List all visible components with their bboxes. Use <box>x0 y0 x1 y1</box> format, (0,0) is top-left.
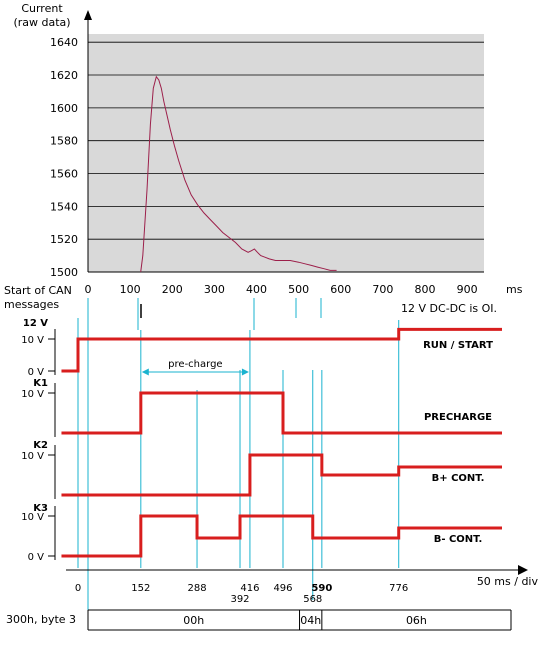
chart-projection-lines <box>87 298 322 330</box>
x-tick-label: 100 <box>120 283 141 296</box>
signal-tick-high: 10 V <box>21 389 44 400</box>
x-tick-label: 700 <box>372 283 393 296</box>
y-tick-labels: 1500 1520 1540 1560 1580 1600 1620 1640 <box>50 36 78 279</box>
time-scale-label: 50 ms / div <box>477 575 539 588</box>
y-tick-label: 1600 <box>50 102 78 115</box>
signal-name: RUN / START <box>423 340 493 351</box>
y-tick-label: 1520 <box>50 233 78 246</box>
timing-diagram: Start of CAN messages 12 V DC-DC is OI. … <box>4 284 539 631</box>
precharge-arrow-left <box>141 368 149 376</box>
time-axis-arrow <box>518 565 528 575</box>
event-time-label: 416 <box>240 583 259 594</box>
can-bus-value: 04h <box>300 614 321 627</box>
signal-tick-high: 10 V <box>21 335 44 346</box>
signal-trace-1 <box>61 391 502 435</box>
y-tick-label: 1560 <box>50 168 78 181</box>
signal-name: PRECHARGE <box>424 412 492 423</box>
x-unit-label: ms <box>506 283 523 296</box>
signal-tick-high: 10 V <box>21 451 44 462</box>
event-time-label: 590 <box>311 583 332 594</box>
gridlines <box>88 41 484 273</box>
x-tick-label: 200 <box>162 283 183 296</box>
plot-area <box>88 34 484 272</box>
signal-tick-high: 10 V <box>21 512 44 523</box>
signal-traces <box>61 327 502 558</box>
signal-label: K3 <box>33 503 48 514</box>
can-bus-label: 300h, byte 3 <box>6 613 76 626</box>
event-time-label: 496 <box>273 583 292 594</box>
series-line-current <box>140 75 337 273</box>
signal-trace-2 <box>61 453 502 497</box>
can-bus-value: 06h <box>406 614 427 627</box>
y-tick-label: 1620 <box>50 69 78 82</box>
y-axis-arrow <box>84 10 92 20</box>
signal-name: B+ CONT. <box>432 473 485 484</box>
signal-label: K1 <box>33 378 48 389</box>
x-tick-label: 0 <box>85 283 92 296</box>
current-chart: 1500 1520 1540 1560 1580 1600 1620 1640 0 100 200… <box>13 2 522 296</box>
x-tick-label: 600 <box>330 283 351 296</box>
precharge-arrow-right <box>241 368 249 376</box>
y-axis-label-line2: (raw data) <box>13 16 70 29</box>
signal-trace-0 <box>61 327 502 373</box>
precharge-label: pre-charge <box>168 359 222 370</box>
event-time-label: 392 <box>230 594 249 605</box>
event-time-label: 288 <box>187 583 206 594</box>
signal-label: K2 <box>33 440 48 451</box>
signal-tick-low: 0 V <box>28 552 45 563</box>
y-tick-label: 1500 <box>50 266 78 279</box>
signal-name: B- CONT. <box>434 534 483 545</box>
can-label-line1: Start of CAN <box>4 284 72 297</box>
event-time-label: 152 <box>131 583 150 594</box>
can-bus-segments: 00h 04h 06h <box>87 609 512 631</box>
event-time-label: 776 <box>389 583 408 594</box>
event-lines <box>77 298 400 610</box>
can-label-line2: messages <box>4 298 59 311</box>
y-tick-label: 1640 <box>50 36 78 49</box>
x-tick-label: 300 <box>204 283 225 296</box>
can-bus-row: 300h, byte 3 00h 04h 06h <box>6 609 512 631</box>
x-tick-labels: 0 100 200 300 400 500 600 700 800 900 <box>85 283 478 296</box>
x-tick-label: 800 <box>415 283 436 296</box>
y-tick-label: 1540 <box>50 200 78 213</box>
event-time-label: 0 <box>75 583 81 594</box>
note-12v-dcdc: 12 V DC-DC is OI. <box>401 302 497 315</box>
event-time-label: 568 <box>303 594 322 605</box>
x-tick-label: 400 <box>246 283 267 296</box>
x-tick-label: 500 <box>288 283 309 296</box>
x-tick-label: 900 <box>457 283 478 296</box>
can-bus-value: 00h <box>183 614 204 627</box>
precharge-interval: pre-charge <box>141 359 249 376</box>
signal-tick-low: 0 V <box>28 367 45 378</box>
signal-trace-3 <box>61 514 502 558</box>
y-axis-label-line1: Current <box>21 2 63 15</box>
signal-label: 12 V <box>23 318 48 329</box>
y-tick-label: 1580 <box>50 135 78 148</box>
